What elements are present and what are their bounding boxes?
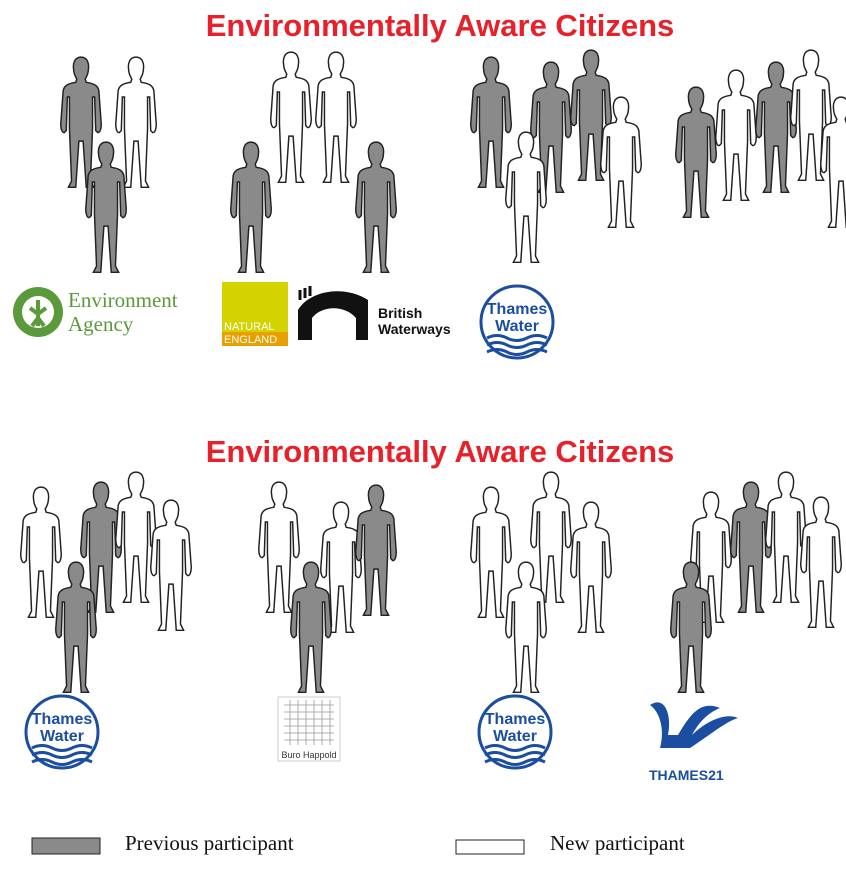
logo-text: Water (40, 728, 84, 745)
logo-text: Water (495, 318, 539, 335)
diagram: Environmentally Aware Citizens Environme… (0, 0, 846, 883)
logo-text: THAMES21 (649, 767, 724, 783)
person (151, 500, 191, 630)
person (571, 502, 611, 632)
person (766, 472, 806, 602)
person (356, 485, 396, 615)
person (61, 57, 101, 187)
logo-text: Agency (68, 312, 134, 336)
section-title: Environmentally Aware Citizens (206, 434, 675, 469)
person (259, 482, 299, 612)
person (116, 57, 156, 187)
logo-text: Thames (485, 711, 546, 728)
person (356, 142, 396, 272)
logo-text: Buro Happold (281, 750, 336, 760)
person (21, 487, 61, 617)
legend-swatch (32, 838, 100, 854)
legend-swatch (456, 840, 524, 854)
person (716, 70, 756, 200)
logo-text: British (378, 305, 422, 321)
person (316, 52, 356, 182)
person (506, 562, 546, 692)
person (731, 482, 771, 612)
person (821, 97, 846, 227)
person (271, 52, 311, 182)
person (291, 562, 331, 692)
british-waterways-logo: British Waterways (298, 286, 451, 340)
person (116, 472, 156, 602)
environment-agency-logo: Environment Agency (13, 287, 178, 337)
person (676, 87, 716, 217)
logo-text: Water (493, 728, 537, 745)
logo-text: Environment (68, 288, 178, 312)
logo-text: Thames (32, 711, 93, 728)
legend-label: New participant (550, 831, 685, 855)
logo-text: ENGLAND (224, 334, 277, 346)
logo-text: NATURAL (224, 321, 275, 333)
thames21-logo: THAMES21 (649, 702, 738, 783)
logo-text: Thames (487, 301, 548, 318)
figures (21, 50, 846, 692)
natural-england-logo: NATURAL ENGLAND (222, 282, 288, 346)
person (531, 472, 571, 602)
person (756, 62, 796, 192)
buro-happold-logo: Buro Happold (278, 697, 340, 761)
logo-text: Waterways (378, 321, 451, 337)
legend-label: Previous participant (125, 831, 294, 855)
section-title: Environmentally Aware Citizens (206, 8, 675, 43)
person (231, 142, 271, 272)
person (801, 497, 841, 627)
person (471, 57, 511, 187)
person (471, 487, 511, 617)
